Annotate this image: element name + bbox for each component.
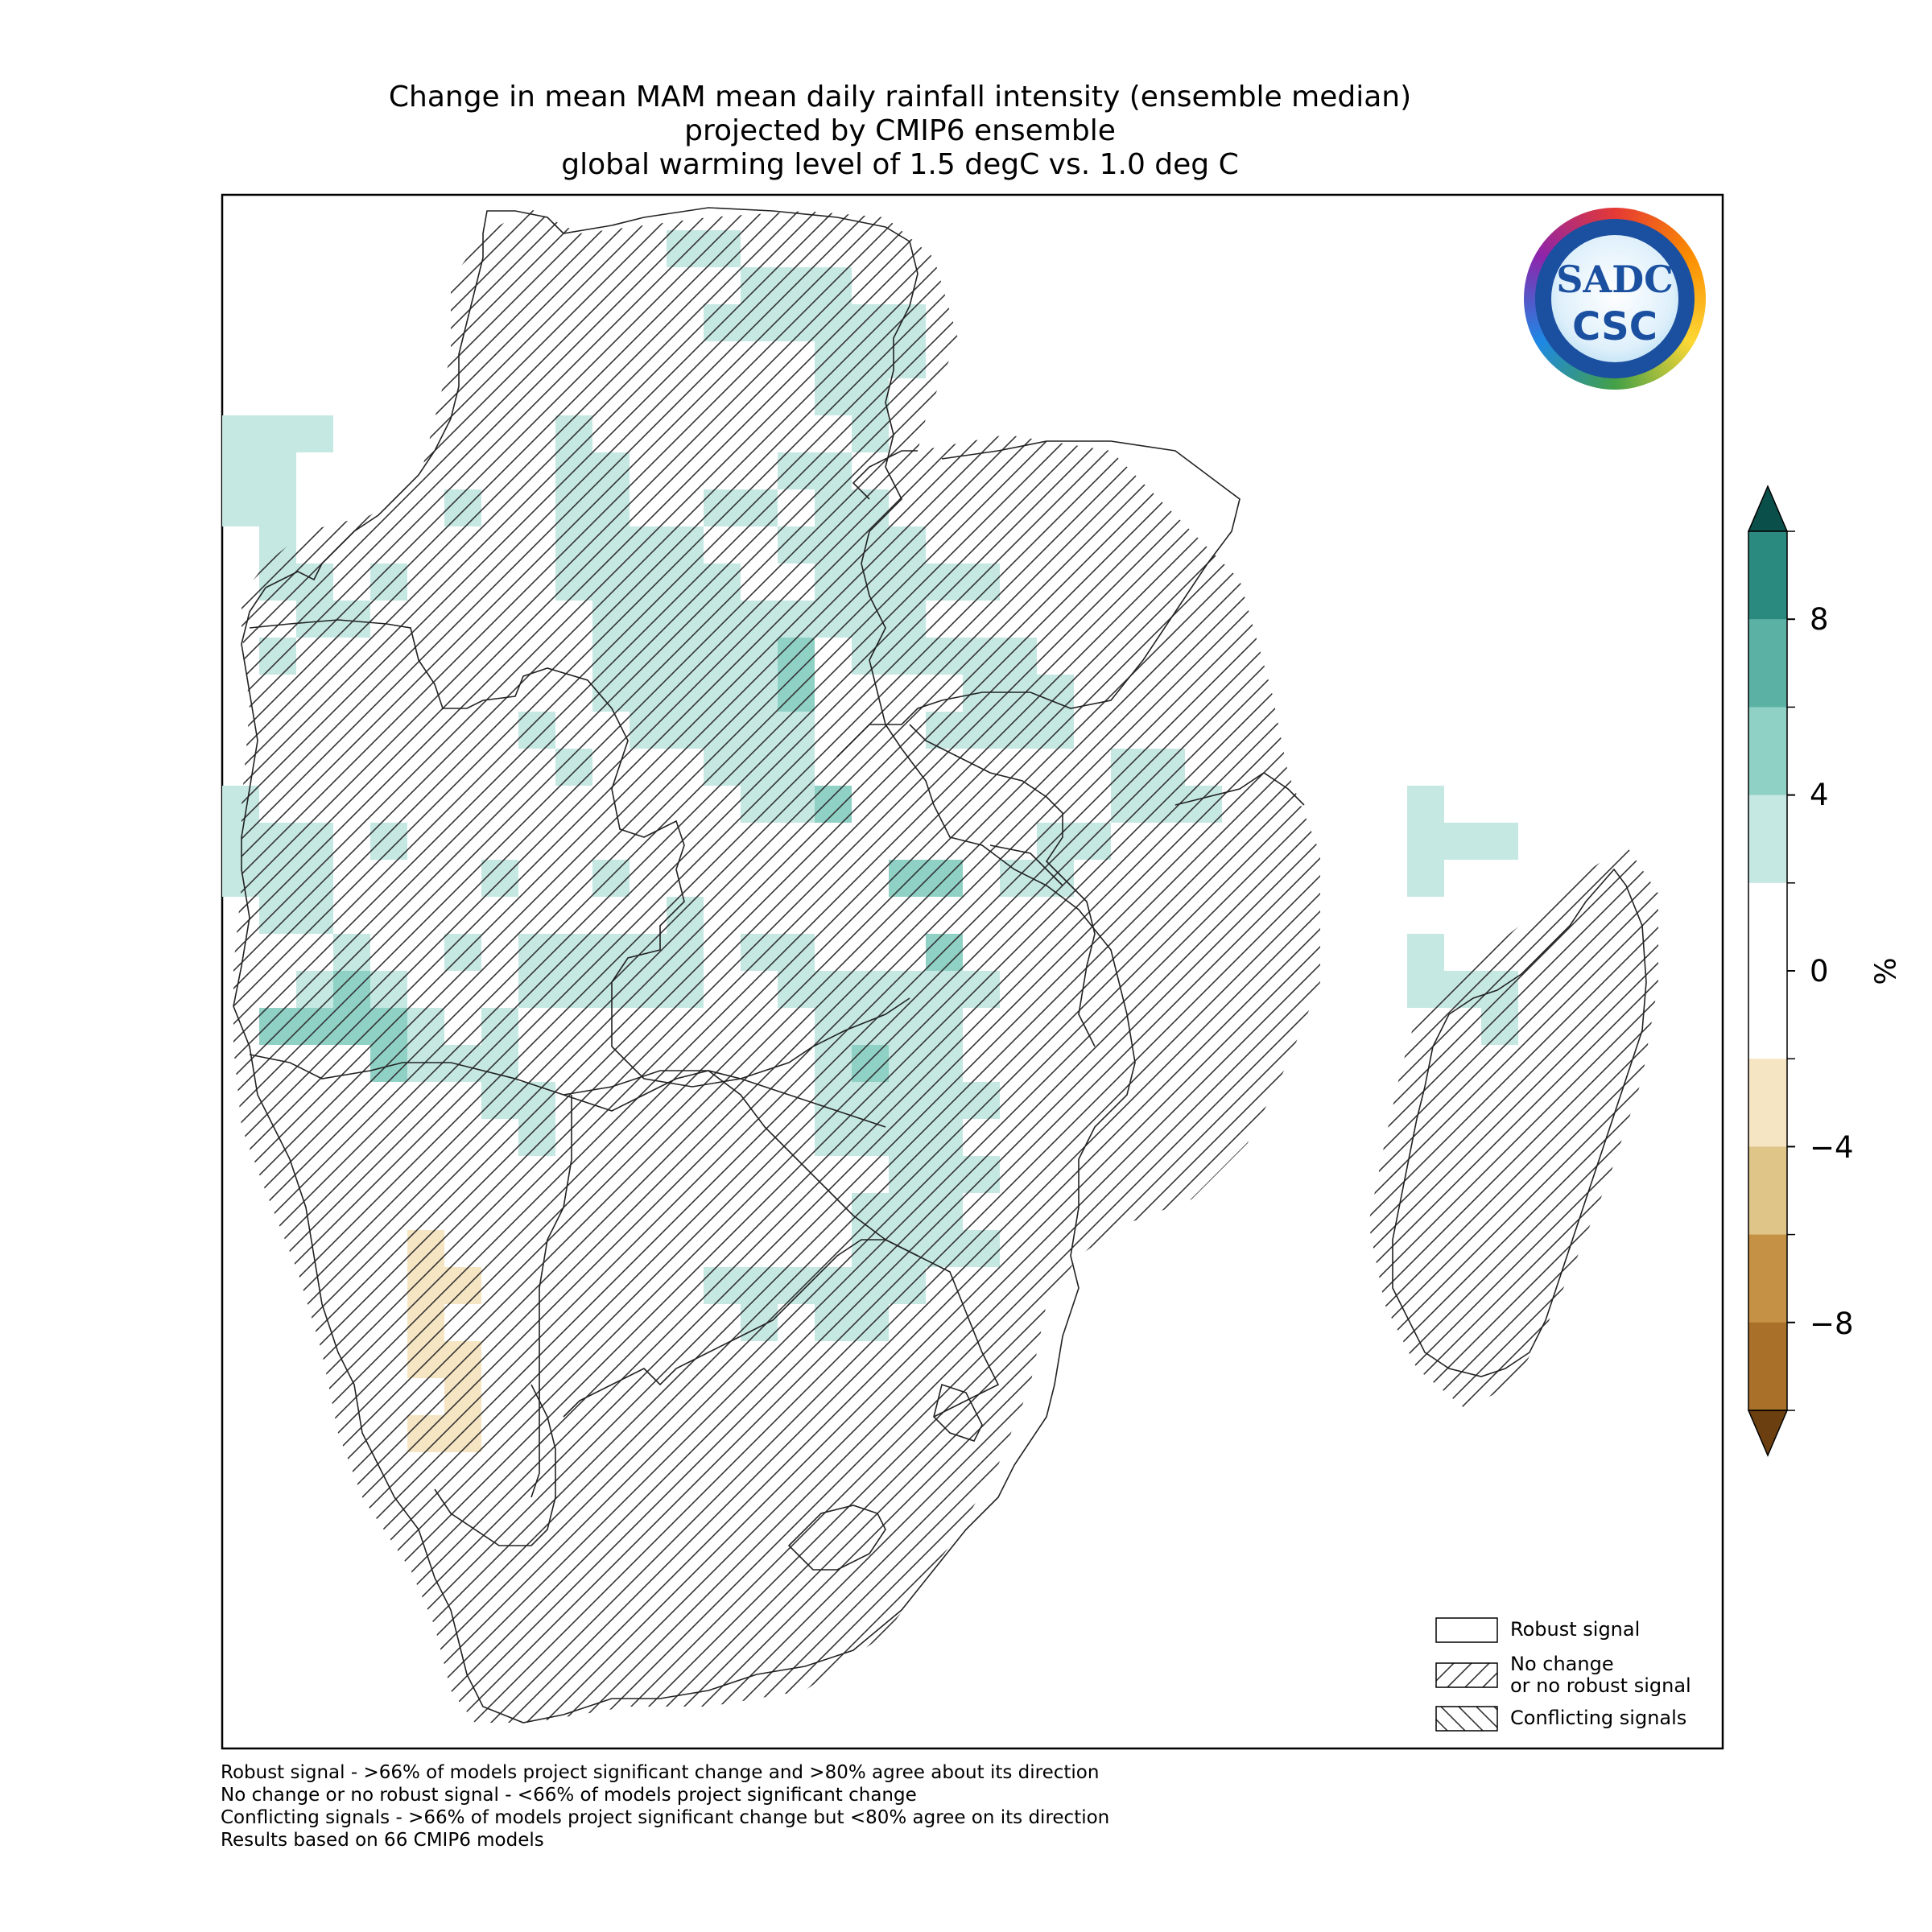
colorbar-extend-bottom (1747, 1410, 1789, 1457)
legend-swatch-conflicting (1435, 1706, 1498, 1732)
colorbar (1747, 485, 1795, 1457)
grid-cell (1407, 934, 1444, 971)
colorbar-tick-label: 0 (1810, 954, 1829, 989)
legend-swatch-no-change (1435, 1662, 1498, 1688)
mainland-hatching (233, 209, 1320, 1723)
grid-cell (222, 489, 259, 526)
footnote-line: Robust signal - >66% of models project s… (221, 1762, 1100, 1783)
colorbar-bin (1748, 1146, 1787, 1236)
grid-cell (259, 452, 296, 489)
grid-cell (1407, 823, 1444, 860)
colorbar-tick-label: 8 (1810, 602, 1829, 637)
colorbar-bin (1748, 795, 1787, 884)
colorbar-bin (1748, 1234, 1787, 1323)
logo-text-top: SADC (1556, 258, 1674, 301)
logo-text-bottom: CSC (1572, 304, 1657, 349)
colorbar-bin (1748, 882, 1787, 972)
colorbar-bin (1748, 531, 1787, 620)
colorbar-bin (1748, 1059, 1787, 1147)
colorbar-bin (1748, 619, 1787, 708)
title-line-1: Change in mean MAM mean daily rainfall i… (388, 80, 1412, 114)
footnote-line: No change or no robust signal - <66% of … (221, 1785, 917, 1806)
grid-cell (222, 452, 259, 489)
grid-cell (1444, 823, 1481, 860)
grid-cell (1407, 786, 1444, 823)
sadc-csc-logo: SADC CSC (1524, 208, 1706, 390)
grid-cell (259, 489, 296, 526)
legend-swatch-robust (1435, 1617, 1498, 1643)
legend-label-conflicting: Conflicting signals (1510, 1707, 1687, 1729)
title-line-3: global warming level of 1.5 degC vs. 1.0… (561, 148, 1239, 181)
grid-cell (1481, 823, 1518, 860)
madagascar-outline (1392, 868, 1647, 1377)
madagascar-hatching (1368, 845, 1658, 1409)
colorbar-bin (1748, 971, 1787, 1059)
colorbar-bin (1748, 1322, 1787, 1411)
colorbar-tick-label: −8 (1810, 1307, 1854, 1341)
footnote-line: Results based on 66 CMIP6 models (221, 1830, 544, 1851)
grid-cell (1407, 860, 1444, 897)
legend-label-robust: Robust signal (1510, 1618, 1641, 1641)
footnotes: Robust signal - >66% of models project s… (221, 1761, 1109, 1852)
grid-cell (222, 415, 259, 452)
colorbar-bin (1748, 707, 1787, 796)
colorbar-tick-label: 4 (1810, 778, 1829, 812)
colorbar-unit: % (1869, 957, 1903, 985)
country-borders (233, 207, 1305, 1724)
legend-label-no-change-2: or no robust signal (1510, 1674, 1691, 1697)
title-line-2: projected by CMIP6 ensemble (684, 114, 1116, 147)
footnote-line: Conflicting signals - >66% of models pro… (221, 1807, 1110, 1828)
grid-cell (296, 415, 333, 452)
colorbar-tick-label: −4 (1810, 1130, 1854, 1165)
legend-label-no-change-1: No change (1510, 1653, 1614, 1675)
colorbar-extend-top (1747, 485, 1789, 532)
grid-cell (259, 415, 296, 452)
